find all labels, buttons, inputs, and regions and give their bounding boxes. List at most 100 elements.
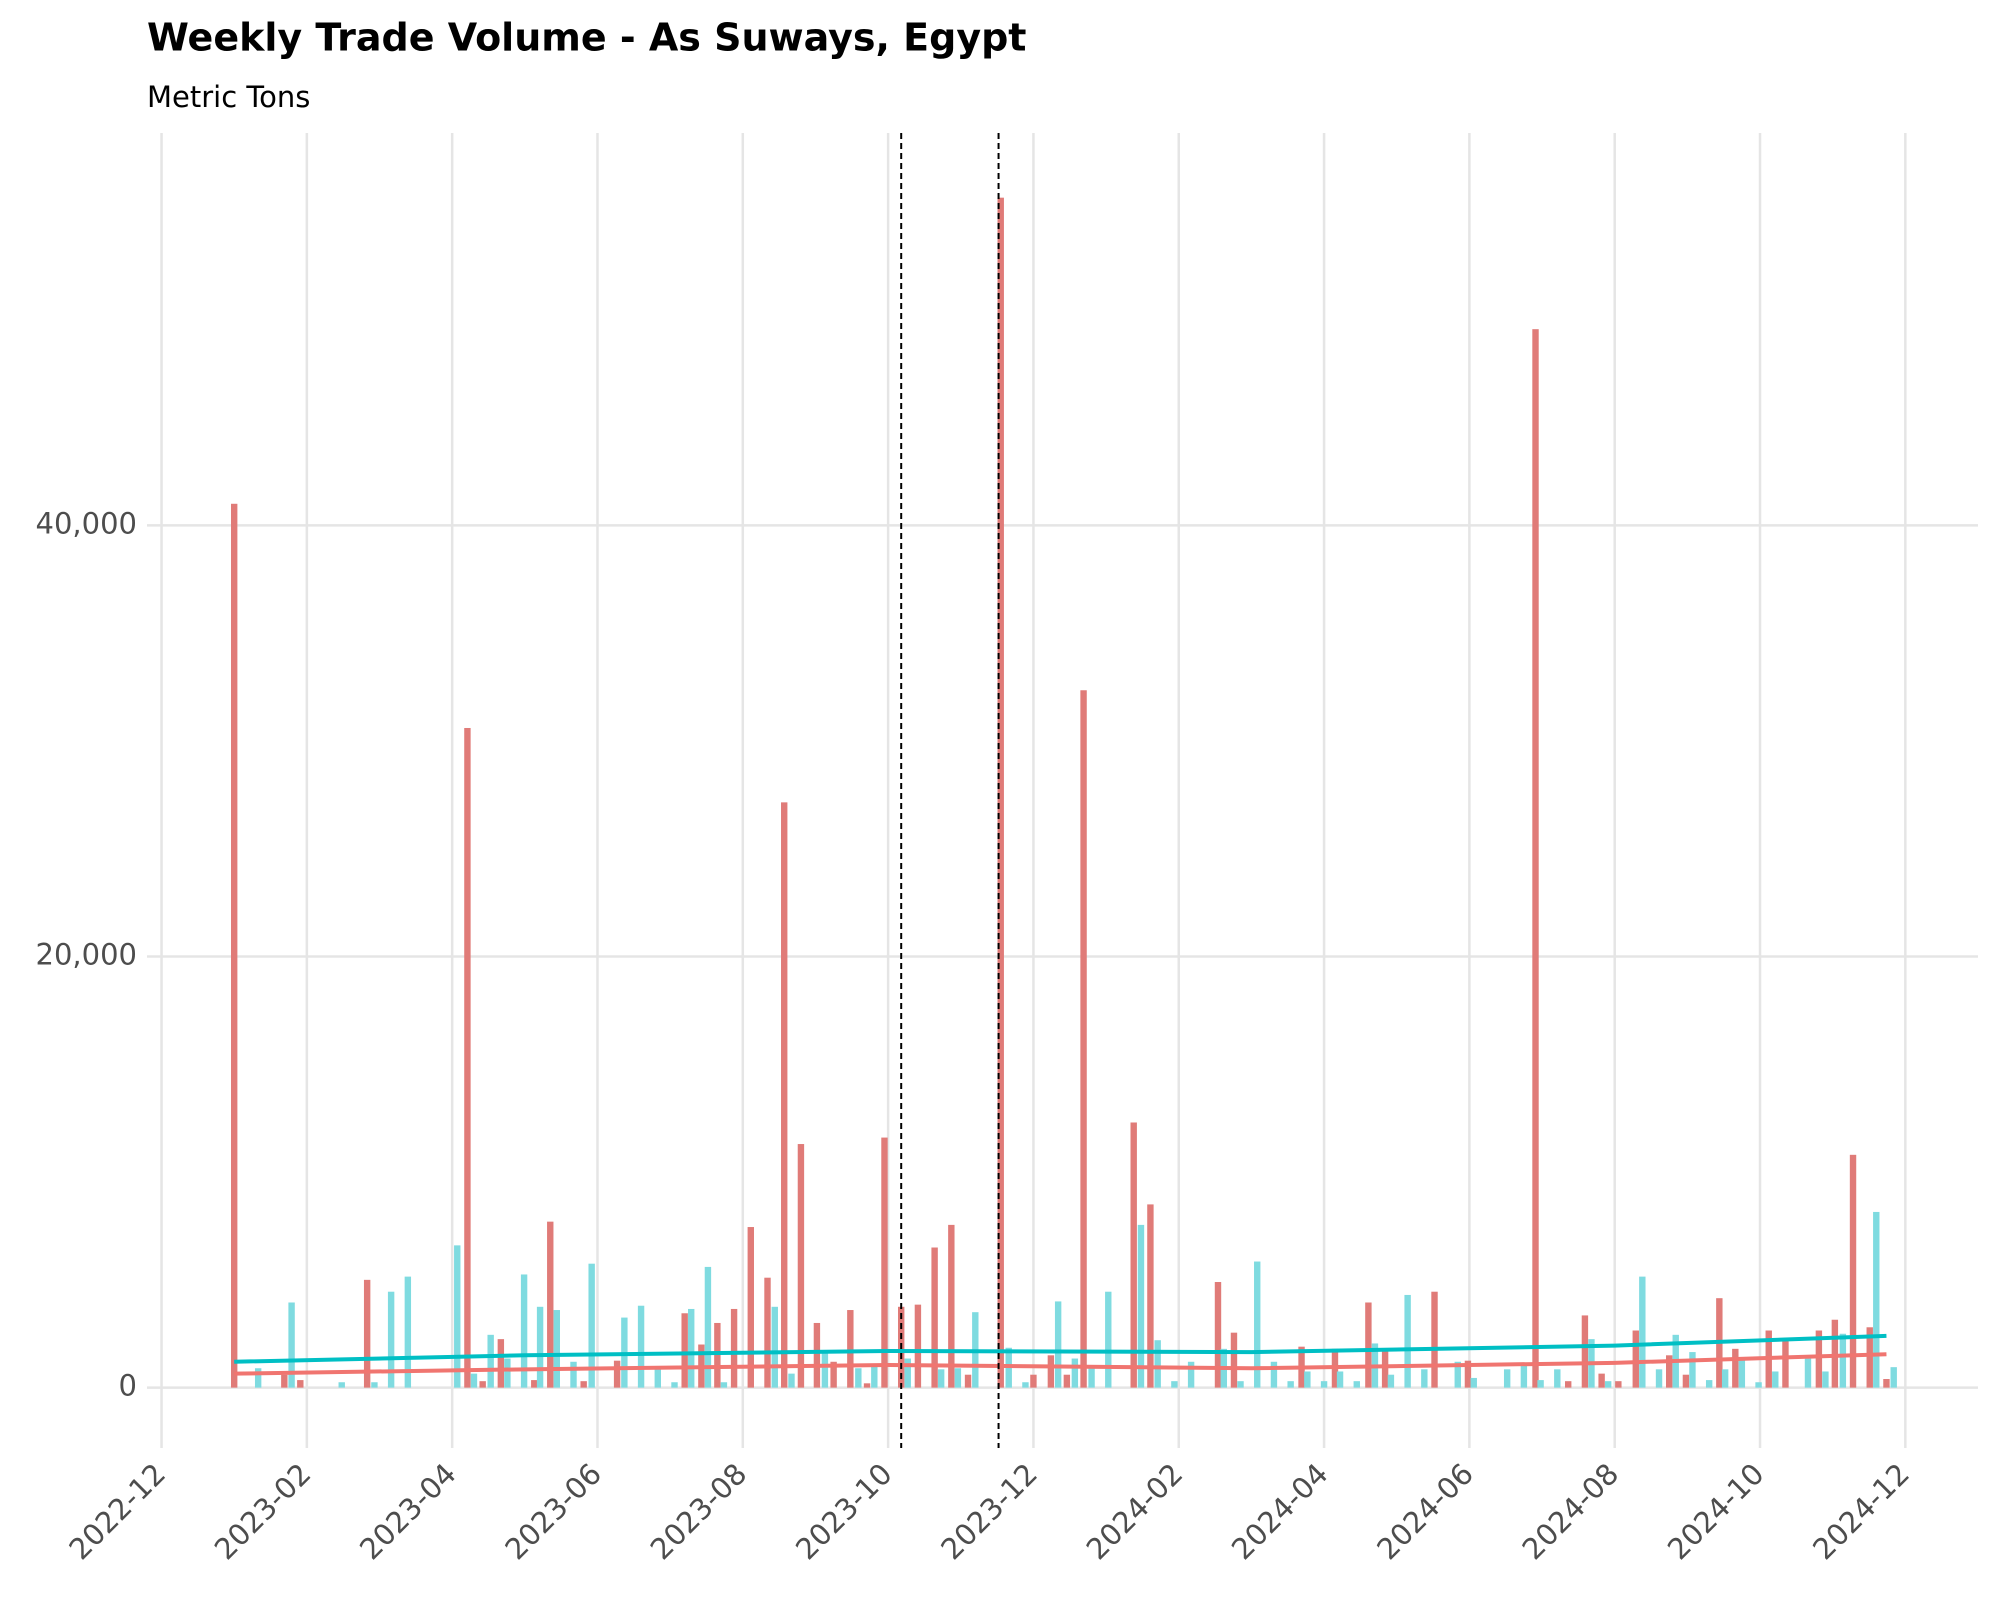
bar [536,1306,544,1388]
bar [904,1358,911,1388]
bar [1682,1374,1690,1388]
bar [1187,1361,1195,1388]
bar [1464,1360,1472,1388]
bar [588,1263,595,1388]
bar [1666,1355,1673,1388]
bar [1270,1361,1278,1388]
bar [1154,1340,1161,1388]
bar [1772,1371,1779,1388]
bar [688,1308,695,1388]
bar [1890,1367,1897,1388]
bar [1421,1369,1428,1388]
x-tick-label: 2023-04 [353,1457,463,1567]
bar [580,1381,587,1388]
bar [764,1277,771,1388]
x-tick-label: 2024-10 [1661,1457,1771,1567]
bar [404,1276,412,1388]
bar [1454,1361,1461,1388]
bar [1431,1291,1438,1388]
bar [1147,1204,1154,1388]
bar [1604,1381,1612,1388]
x-tick-label: 2023-10 [789,1457,899,1567]
bar [1815,1330,1823,1388]
x-tick-label: 2023-08 [644,1457,754,1567]
bar [1054,1301,1062,1388]
bar [937,1369,945,1388]
bar [714,1322,721,1388]
bar [531,1380,538,1388]
bar [1565,1381,1572,1388]
bar [1581,1315,1589,1388]
bar [654,1368,661,1388]
x-tick-label: 2024-08 [1516,1457,1626,1567]
bar [637,1305,645,1388]
bar [1088,1365,1095,1388]
x-tick-label: 2023-06 [498,1457,608,1567]
bar [781,802,788,1388]
bar [671,1382,678,1388]
bar [830,1361,837,1388]
bar [1782,1339,1789,1388]
bar [479,1381,486,1388]
bar [1404,1294,1411,1388]
bar [964,1374,972,1388]
bar [847,1310,854,1388]
x-tick-label: 2024-02 [1080,1457,1190,1567]
bar [487,1334,494,1388]
bar [747,1227,754,1388]
x-tick-label: 2022-12 [62,1457,172,1567]
bar [254,1368,262,1388]
bar [1353,1381,1360,1388]
bar [871,1365,878,1388]
bar [1237,1381,1244,1388]
bar [1532,329,1539,1388]
bar [1387,1374,1395,1388]
chart-subtitle: Metric Tons [147,80,310,114]
bar [1839,1333,1847,1388]
bar [1721,1369,1729,1388]
y-tick-label: 40,000 [36,506,137,540]
bar [470,1373,478,1388]
bar [570,1361,577,1388]
bar [497,1339,505,1388]
bar [613,1360,621,1388]
trend-line [234,1333,1887,1364]
bar [720,1382,728,1388]
bar [520,1274,528,1388]
bar [288,1302,295,1388]
bar [1755,1382,1762,1388]
x-tick-label: 2024-04 [1225,1457,1335,1567]
bar [1030,1374,1037,1388]
bar [1632,1330,1639,1388]
bar [1071,1358,1079,1388]
x-tick-label: 2023-02 [208,1457,318,1567]
bar [1130,1122,1137,1388]
bar [1230,1332,1238,1388]
bar [821,1352,829,1388]
bar [704,1266,712,1388]
bar [1520,1365,1528,1388]
bar [553,1310,560,1388]
bar [681,1313,688,1388]
bar [1171,1381,1178,1388]
bar [1732,1348,1739,1388]
bar [931,1247,938,1388]
x-tick-label: 2024-12 [1806,1457,1916,1567]
bar [863,1383,871,1388]
bar [954,1368,962,1388]
bar [363,1279,371,1388]
bar [730,1308,738,1388]
bar [797,1144,805,1388]
bar [1254,1261,1261,1388]
bar [1873,1211,1880,1388]
bar [881,1137,888,1388]
bar [855,1368,862,1388]
bar [1804,1358,1812,1388]
bar [1554,1369,1561,1388]
x-tick-label: 2024-06 [1370,1457,1480,1567]
bar [788,1373,795,1388]
bar [1822,1371,1829,1388]
bar [387,1291,395,1388]
bar [1287,1381,1294,1388]
